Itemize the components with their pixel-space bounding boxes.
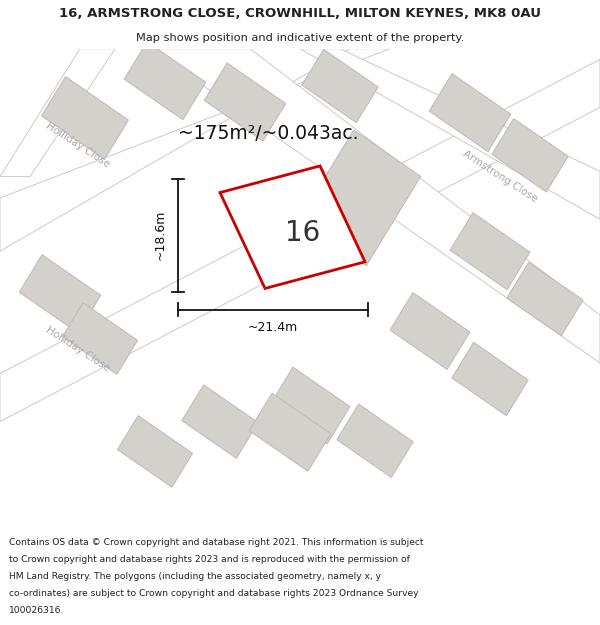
Polygon shape (150, 49, 600, 363)
Polygon shape (124, 42, 206, 120)
Text: ~18.6m: ~18.6m (154, 210, 167, 261)
Text: 16: 16 (285, 219, 320, 246)
Polygon shape (41, 77, 128, 159)
Polygon shape (118, 416, 193, 488)
Polygon shape (299, 130, 421, 266)
Polygon shape (220, 166, 365, 289)
Polygon shape (19, 255, 101, 333)
Text: Holliday Close: Holliday Close (44, 120, 112, 169)
Polygon shape (62, 302, 137, 374)
Polygon shape (507, 262, 583, 336)
Polygon shape (450, 213, 530, 289)
Text: co-ordinates) are subject to Crown copyright and database rights 2023 Ordnance S: co-ordinates) are subject to Crown copyr… (9, 589, 419, 598)
Text: Map shows position and indicative extent of the property.: Map shows position and indicative extent… (136, 33, 464, 43)
Text: ~21.4m: ~21.4m (248, 321, 298, 334)
Polygon shape (390, 292, 470, 369)
Text: Armstrong Close: Armstrong Close (461, 149, 539, 204)
Polygon shape (182, 385, 258, 458)
Text: Holliday Close: Holliday Close (44, 325, 112, 374)
Text: 100026316.: 100026316. (9, 606, 64, 614)
Polygon shape (300, 49, 600, 219)
Polygon shape (0, 59, 600, 422)
Text: 16, ARMSTRONG CLOSE, CROWNHILL, MILTON KEYNES, MK8 0AU: 16, ARMSTRONG CLOSE, CROWNHILL, MILTON K… (59, 7, 541, 20)
Polygon shape (204, 63, 286, 141)
Polygon shape (0, 49, 115, 177)
Text: HM Land Registry. The polygons (including the associated geometry, namely x, y: HM Land Registry. The polygons (includin… (9, 572, 381, 581)
Polygon shape (302, 49, 378, 122)
Polygon shape (492, 119, 568, 192)
Polygon shape (0, 49, 390, 251)
Polygon shape (452, 342, 528, 416)
Polygon shape (337, 404, 413, 478)
Polygon shape (270, 367, 350, 444)
Text: to Crown copyright and database rights 2023 and is reproduced with the permissio: to Crown copyright and database rights 2… (9, 555, 410, 564)
Polygon shape (429, 74, 511, 152)
Text: Contains OS data © Crown copyright and database right 2021. This information is : Contains OS data © Crown copyright and d… (9, 538, 424, 547)
Polygon shape (249, 393, 331, 471)
Text: ~175m²/~0.043ac.: ~175m²/~0.043ac. (178, 124, 358, 144)
